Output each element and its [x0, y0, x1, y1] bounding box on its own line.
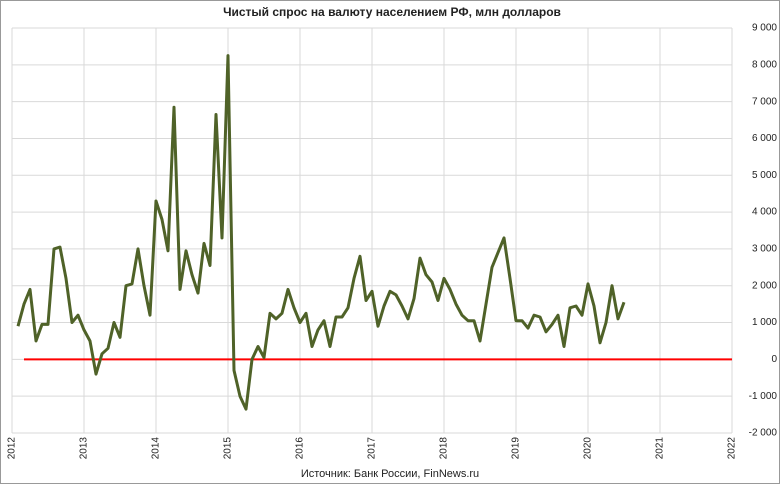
y-tick-label: -2 000 — [749, 428, 778, 439]
chart-title: Чистый спрос на валюту населением РФ, мл… — [223, 5, 561, 19]
source-note: Источник: Банк России, FinNews.ru — [301, 468, 479, 480]
y-tick-label: 2 000 — [752, 280, 777, 291]
y-tick-label: 7 000 — [752, 96, 777, 107]
x-tick-label: 2013 — [79, 437, 90, 460]
x-tick-label: 2015 — [223, 437, 234, 460]
y-tick-label: -1 000 — [749, 391, 778, 402]
y-tick-label: 4 000 — [752, 207, 777, 218]
y-tick-label: 3 000 — [752, 244, 777, 255]
x-tick-label: 2020 — [583, 437, 594, 460]
y-tick-label: 0 — [771, 354, 777, 365]
x-tick-label: 2022 — [727, 437, 738, 460]
x-tick-label: 2014 — [151, 437, 162, 460]
x-tick-label: 2016 — [295, 437, 306, 460]
x-tick-label: 2019 — [511, 437, 522, 460]
y-tick-label: 6 000 — [752, 133, 777, 144]
x-tick-label: 2012 — [7, 437, 18, 460]
y-tick-label: 5 000 — [752, 170, 777, 181]
x-tick-label: 2017 — [367, 437, 378, 460]
data-line — [16, 54, 626, 411]
y-tick-label: 9 000 — [752, 23, 777, 34]
y-tick-label: 8 000 — [752, 59, 777, 70]
y-tick-label: 1 000 — [752, 317, 777, 328]
x-tick-label: 2021 — [655, 437, 666, 460]
x-tick-label: 2018 — [439, 437, 450, 460]
